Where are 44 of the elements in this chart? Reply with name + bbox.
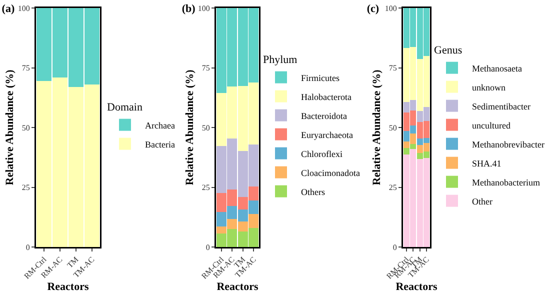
y-tick-label: 75 bbox=[388, 64, 397, 73]
legend-title: Domain bbox=[107, 101, 143, 114]
legend-label: Archaea bbox=[145, 120, 175, 130]
y-axis-title: Relative Abundance (%) bbox=[370, 69, 383, 186]
legend-label: Sedimentibacter bbox=[472, 101, 530, 112]
y-tick-label: 25 bbox=[22, 183, 30, 192]
legend-label: Euryarchaeota bbox=[301, 130, 353, 140]
legend-label: Methanobacterium bbox=[472, 177, 540, 188]
legend-title: Genus bbox=[434, 44, 462, 56]
legend-label: uncultured bbox=[472, 120, 511, 130]
legend-label: Halobacterota bbox=[301, 92, 352, 102]
legend-label: Chloroflexi bbox=[301, 148, 343, 159]
y-axis-title: Relative Abundance (%) bbox=[184, 69, 196, 186]
legend-label: SHA.41 bbox=[472, 158, 502, 168]
x-axis-title: Reactors bbox=[47, 281, 90, 293]
legend-title: Phylum bbox=[263, 54, 298, 66]
x-axis-title: Reactors bbox=[396, 281, 438, 293]
x-axis-title: Reactors bbox=[216, 281, 259, 293]
legend-label: Methanobrevibacter bbox=[472, 139, 544, 150]
chart-title: (b) bbox=[182, 3, 196, 16]
y-tick-label: 75 bbox=[202, 64, 210, 73]
y-tick-label: 25 bbox=[202, 183, 210, 192]
y-tick-label: 75 bbox=[22, 64, 30, 73]
y-tick-label: 50 bbox=[22, 123, 30, 132]
y-tick-label: 25 bbox=[388, 183, 397, 192]
y-tick-label: 0 bbox=[206, 242, 210, 252]
legend-label: Other bbox=[472, 196, 492, 206]
legend-label: Cloacimonadota bbox=[301, 168, 360, 178]
chart-title: (a) bbox=[2, 3, 15, 16]
y-tick-label: 100 bbox=[18, 4, 30, 13]
y-tick-label: 0 bbox=[26, 242, 30, 252]
y-tick-label: 100 bbox=[384, 4, 397, 13]
y-tick-label: 100 bbox=[198, 4, 210, 13]
legend-label: Firmicutes bbox=[301, 72, 340, 83]
legend-label: Others bbox=[301, 186, 326, 197]
legend-label: unknown bbox=[472, 82, 506, 92]
chart-title: (c) bbox=[366, 3, 380, 16]
legend-label: Bacteroidota bbox=[301, 110, 347, 121]
legend-label: Bacteria bbox=[145, 139, 175, 150]
y-axis-title: Relative Abundance (%) bbox=[4, 69, 16, 186]
y-tick-label: 50 bbox=[202, 123, 210, 132]
y-tick-label: 50 bbox=[388, 123, 397, 132]
y-tick-label: 0 bbox=[392, 242, 397, 252]
legend-label: Methanosaeta bbox=[472, 63, 522, 74]
